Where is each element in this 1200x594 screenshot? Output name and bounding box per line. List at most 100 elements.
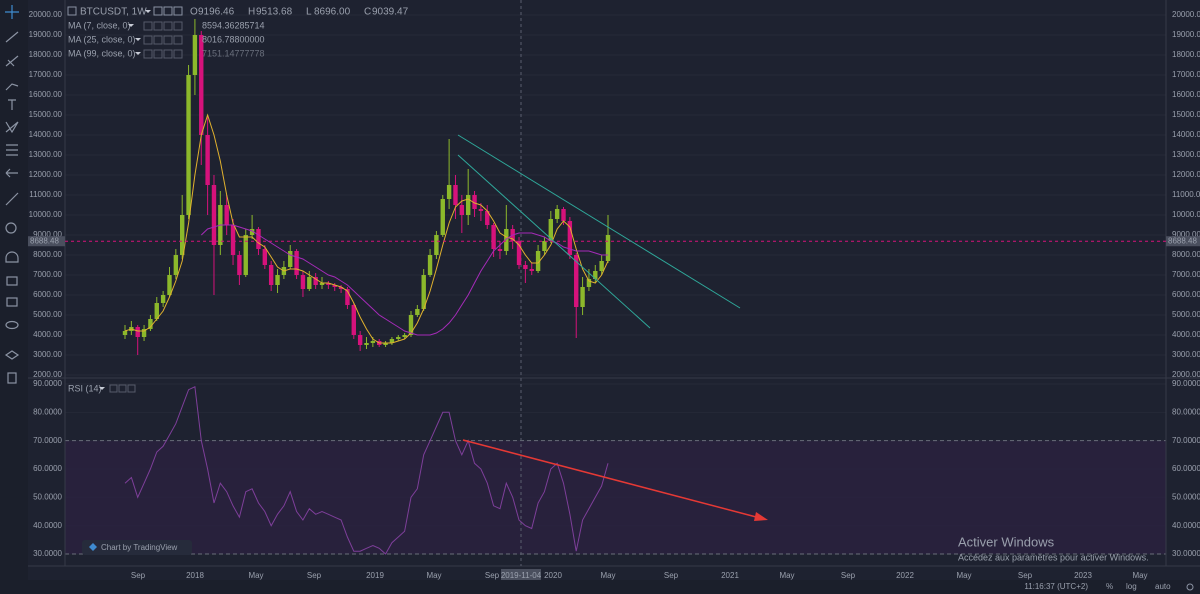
x-tick-label: 2023 bbox=[1074, 571, 1092, 580]
y-tick-label: 9000.00 bbox=[1172, 230, 1200, 239]
candle-body bbox=[275, 275, 280, 285]
button bbox=[143, 49, 153, 59]
collapse-toggle[interactable] bbox=[67, 6, 77, 16]
dropdown-arrow[interactable] bbox=[99, 387, 105, 390]
fib-tool[interactable] bbox=[6, 144, 18, 156]
y-tick-label: 11000.00 bbox=[29, 190, 62, 199]
badge-bg bbox=[82, 540, 192, 555]
y-tick-label: 20000.00 bbox=[29, 10, 63, 19]
pitchfork-tool[interactable] bbox=[5, 55, 19, 67]
auto-toggle[interactable]: auto bbox=[1155, 582, 1171, 591]
button[interactable] bbox=[173, 6, 183, 16]
y-tick-label: 6000.00 bbox=[1172, 290, 1200, 299]
y-tick-label: 50.0000 bbox=[33, 492, 62, 501]
text-tool[interactable] bbox=[8, 99, 16, 110]
arrow-tool[interactable] bbox=[5, 168, 18, 178]
x-tick-label: 2022 bbox=[896, 571, 914, 580]
lock-tool[interactable] bbox=[6, 276, 18, 286]
candle-body bbox=[307, 277, 312, 289]
trendline[interactable] bbox=[457, 134, 741, 309]
y-tick-label: 19000.00 bbox=[1172, 30, 1200, 39]
trendline-tool[interactable] bbox=[5, 31, 19, 43]
layers-tool[interactable] bbox=[4, 350, 20, 360]
candle-body bbox=[199, 35, 204, 135]
badge[interactable]: Chart by TradingView bbox=[101, 543, 178, 552]
candle-body bbox=[383, 343, 388, 345]
button bbox=[163, 49, 173, 59]
x-tick-label: May bbox=[779, 571, 794, 580]
x-tick-label: Sep bbox=[841, 571, 856, 580]
y-tick-label: 4000.00 bbox=[33, 330, 62, 339]
ma-name: MA (99, close, 0) bbox=[68, 48, 136, 58]
candle-body bbox=[523, 265, 528, 269]
candle-body bbox=[529, 269, 534, 271]
y-tick-label: 5000.00 bbox=[33, 310, 62, 319]
ma-legend: MA (7, close, 0) 8594.36285714 MA (25, clo… bbox=[68, 20, 265, 59]
x-tick-label: 2019-11-04 bbox=[501, 571, 542, 580]
candle-body bbox=[256, 229, 261, 249]
button bbox=[143, 21, 153, 31]
y-tick-label: 12000.00 bbox=[1172, 170, 1200, 179]
candle-body bbox=[389, 339, 395, 343]
pattern-tool[interactable] bbox=[5, 121, 19, 134]
button[interactable] bbox=[109, 384, 118, 393]
grid-layer bbox=[65, 14, 1166, 555]
trendline[interactable] bbox=[457, 154, 651, 329]
log-toggle[interactable]: log bbox=[1126, 582, 1137, 591]
candle-body bbox=[179, 215, 185, 255]
ma-value: 8594.36285714 bbox=[202, 20, 265, 30]
label-layer: 20000.00 20000.00 19000.00 19000.00 18000.00… bbox=[28, 10, 1200, 581]
symbol[interactable]: BTCUSDT, 1W bbox=[80, 7, 147, 18]
button[interactable] bbox=[153, 6, 163, 16]
candle-body bbox=[485, 211, 490, 225]
candle-body bbox=[160, 295, 166, 303]
crosshair-time-bg bbox=[501, 569, 541, 581]
y-tick-label: 90.0000 bbox=[33, 379, 62, 388]
candle-body bbox=[345, 289, 350, 305]
y-tick-label: 10000.00 bbox=[29, 210, 63, 219]
button[interactable] bbox=[127, 384, 136, 393]
candle-body bbox=[586, 279, 592, 287]
dropdown-arrow[interactable] bbox=[145, 10, 151, 13]
y-tick-label: 60.0000 bbox=[33, 464, 62, 473]
button[interactable] bbox=[118, 384, 127, 393]
y-tick-label: 40.0000 bbox=[1172, 521, 1200, 530]
zoom-tool[interactable] bbox=[5, 222, 17, 234]
ohlc-value: 9196.46 bbox=[198, 7, 235, 18]
brush-tool[interactable] bbox=[5, 83, 19, 91]
x-tick-label: May bbox=[1132, 571, 1147, 580]
candle-body bbox=[135, 327, 140, 337]
ruler-tool[interactable] bbox=[5, 192, 19, 206]
plot-layer bbox=[65, 19, 1166, 555]
lock-all-tool[interactable] bbox=[6, 297, 18, 307]
button bbox=[163, 35, 173, 45]
rsi-title[interactable]: RSI (14) bbox=[68, 383, 102, 393]
button[interactable] bbox=[163, 6, 173, 16]
candle-body bbox=[300, 275, 306, 289]
badge-logo bbox=[89, 543, 97, 551]
drawing-toolbar bbox=[0, 0, 28, 594]
x-tick-label: 2020 bbox=[544, 571, 562, 580]
percent-toggle[interactable]: % bbox=[1106, 582, 1113, 591]
candle-body bbox=[459, 205, 465, 215]
candle-body bbox=[154, 303, 159, 319]
magnet-tool[interactable] bbox=[5, 251, 19, 263]
arrow-line[interactable] bbox=[462, 439, 761, 519]
crosshair-tool[interactable] bbox=[5, 5, 19, 19]
candle-body bbox=[173, 255, 179, 275]
trash-tool[interactable] bbox=[7, 372, 17, 384]
x-tick-label: 2018 bbox=[186, 571, 204, 580]
x-tick-label: Sep bbox=[131, 571, 146, 580]
candle-body bbox=[268, 265, 274, 285]
rsi-buttons bbox=[109, 384, 136, 393]
candle-body bbox=[186, 75, 191, 215]
y-tick-label: 60.0000 bbox=[1172, 464, 1200, 473]
hide-tool[interactable] bbox=[5, 320, 19, 330]
ohlc-key: H bbox=[248, 7, 255, 18]
settings[interactable] bbox=[1186, 583, 1194, 591]
candle-body bbox=[453, 185, 458, 205]
clock: 11:16:37 (UTC+2) bbox=[1024, 582, 1088, 591]
y-tick-label: 5000.00 bbox=[1172, 310, 1200, 319]
candle-body bbox=[319, 283, 325, 285]
button bbox=[163, 21, 173, 31]
